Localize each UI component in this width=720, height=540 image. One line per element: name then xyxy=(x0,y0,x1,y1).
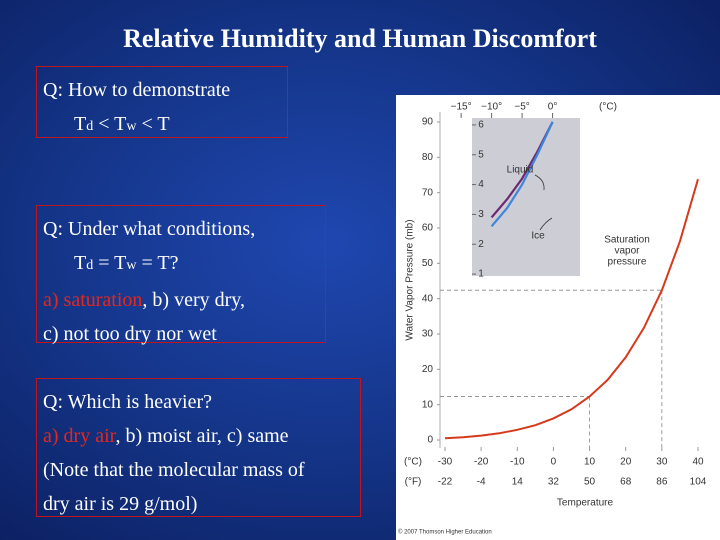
question-box: Q: Which is heavier? a) dry air, b) moist… xyxy=(36,378,361,517)
x-tick-label: 10 xyxy=(584,457,596,468)
inset-x-tick-label: 0° xyxy=(548,102,558,113)
curve-label: vapor xyxy=(614,246,640,257)
question-line: a) dry air, b) moist air, c) same xyxy=(43,419,354,453)
x-tick-label: -10 xyxy=(510,457,525,468)
y-tick-label: 40 xyxy=(422,293,434,304)
question-box: Q: How to demonstrate Td < Tw < T xyxy=(36,66,288,138)
question-text: c) not too dry nor wet xyxy=(43,323,217,345)
slide-title: Relative Humidity and Human Discomfort xyxy=(123,24,597,53)
question-text: dry air is 29 g/mol) xyxy=(43,493,198,515)
y-tick-label: 90 xyxy=(422,117,434,128)
question-text: = T xyxy=(93,252,127,274)
liquid-label: Liquid xyxy=(507,165,534,176)
question-text: = T? xyxy=(136,252,179,274)
question-text: a) dry air xyxy=(43,425,116,447)
subscript: w xyxy=(126,119,137,134)
saturation-curve xyxy=(444,178,699,440)
question-text: < T xyxy=(136,113,170,135)
inset-background xyxy=(472,118,580,276)
x-unit-f: (°F) xyxy=(405,477,422,488)
x-tick-label: 20 xyxy=(620,457,632,468)
ice-arrow xyxy=(539,217,553,231)
subscript: d xyxy=(86,258,94,273)
inset-x-tick-label: −10° xyxy=(481,102,502,113)
x-tick-label: -20 xyxy=(474,457,489,468)
y-tick-label: 20 xyxy=(422,364,434,375)
question-line: (Note that the molecular mass of xyxy=(43,453,354,487)
liquid-arrow xyxy=(534,174,545,191)
x-tick-label-f: 50 xyxy=(584,477,596,488)
question-line: c) not too dry nor wet xyxy=(43,317,319,351)
x-tick-label: 30 xyxy=(656,457,668,468)
y-tick-label: 80 xyxy=(422,152,434,163)
question-line: a) saturation, b) very dry, xyxy=(43,283,319,317)
x-tick-label-f: -4 xyxy=(477,477,486,488)
question-text: , b) moist air, c) same xyxy=(115,425,289,447)
question-text: Q: Under what conditions, xyxy=(43,218,256,240)
x-tick-label-f: 86 xyxy=(656,477,668,488)
question-line: Td < Tw < T xyxy=(43,107,281,144)
ice-curve xyxy=(490,121,554,228)
x-tick-label: 0 xyxy=(551,457,557,468)
ice-label: Ice xyxy=(531,231,545,242)
curve-label: pressure xyxy=(608,257,647,268)
y-tick-label: 60 xyxy=(422,223,434,234)
inset-x-tick-label: −15° xyxy=(451,102,472,113)
inset-x-tick-label: −5° xyxy=(514,102,529,113)
x-tick-label-f: -22 xyxy=(438,477,453,488)
y-tick-label: 0 xyxy=(427,435,433,446)
y-tick-label: 70 xyxy=(422,187,434,198)
inset-y-tick-label: 5 xyxy=(478,149,484,160)
question-text: , b) very dry, xyxy=(142,289,245,311)
x-tick-label-f: 14 xyxy=(512,477,524,488)
question-text: Q: How to demonstrate xyxy=(43,79,231,101)
question-line: dry air is 29 g/mol) xyxy=(43,487,354,521)
question-text: (Note that the molecular mass of xyxy=(43,459,305,481)
question-text: < T xyxy=(93,113,127,135)
inset-y-tick-label: 2 xyxy=(478,239,484,250)
credit: © 2007 Thomson Higher Education xyxy=(398,529,492,536)
question-line: Q: Under what conditions, xyxy=(43,212,319,246)
question-text: Q: Which is heavier? xyxy=(43,391,213,413)
subscript: d xyxy=(86,119,94,134)
question-text: T xyxy=(74,252,87,274)
subscript: w xyxy=(126,258,137,273)
x-tick-label-f: 68 xyxy=(620,477,632,488)
inset-y-tick-label: 4 xyxy=(478,179,484,190)
x-tick-label-f: 32 xyxy=(548,477,560,488)
inset-y-tick-label: 1 xyxy=(478,269,484,280)
question-text: a) saturation xyxy=(43,289,143,311)
question-line: Td = Tw = T? xyxy=(43,246,319,283)
inset-y-tick-label: 3 xyxy=(478,209,484,220)
x-tick-label: 40 xyxy=(692,457,704,468)
curve-label: Saturation xyxy=(604,235,650,246)
y-tick-label: 50 xyxy=(422,258,434,269)
question-line: Q: Which is heavier? xyxy=(43,385,354,419)
y-axis-label: Water Vapor Pressure (mb) xyxy=(405,219,416,340)
y-tick-label: 30 xyxy=(422,329,434,340)
x-axis-label: Temperature xyxy=(557,498,614,509)
inset-y-tick-label: 6 xyxy=(478,120,484,131)
x-unit-c: (°C) xyxy=(404,457,422,468)
inset-unit: (°C) xyxy=(599,102,617,113)
x-tick-label: -30 xyxy=(438,457,453,468)
question-line: Q: How to demonstrate xyxy=(43,73,281,107)
question-box: Q: Under what conditions, Td = Tw = T? a) … xyxy=(36,205,326,345)
y-tick-label: 10 xyxy=(422,399,434,410)
x-tick-label-f: 104 xyxy=(690,477,707,488)
question-text: T xyxy=(74,113,87,135)
